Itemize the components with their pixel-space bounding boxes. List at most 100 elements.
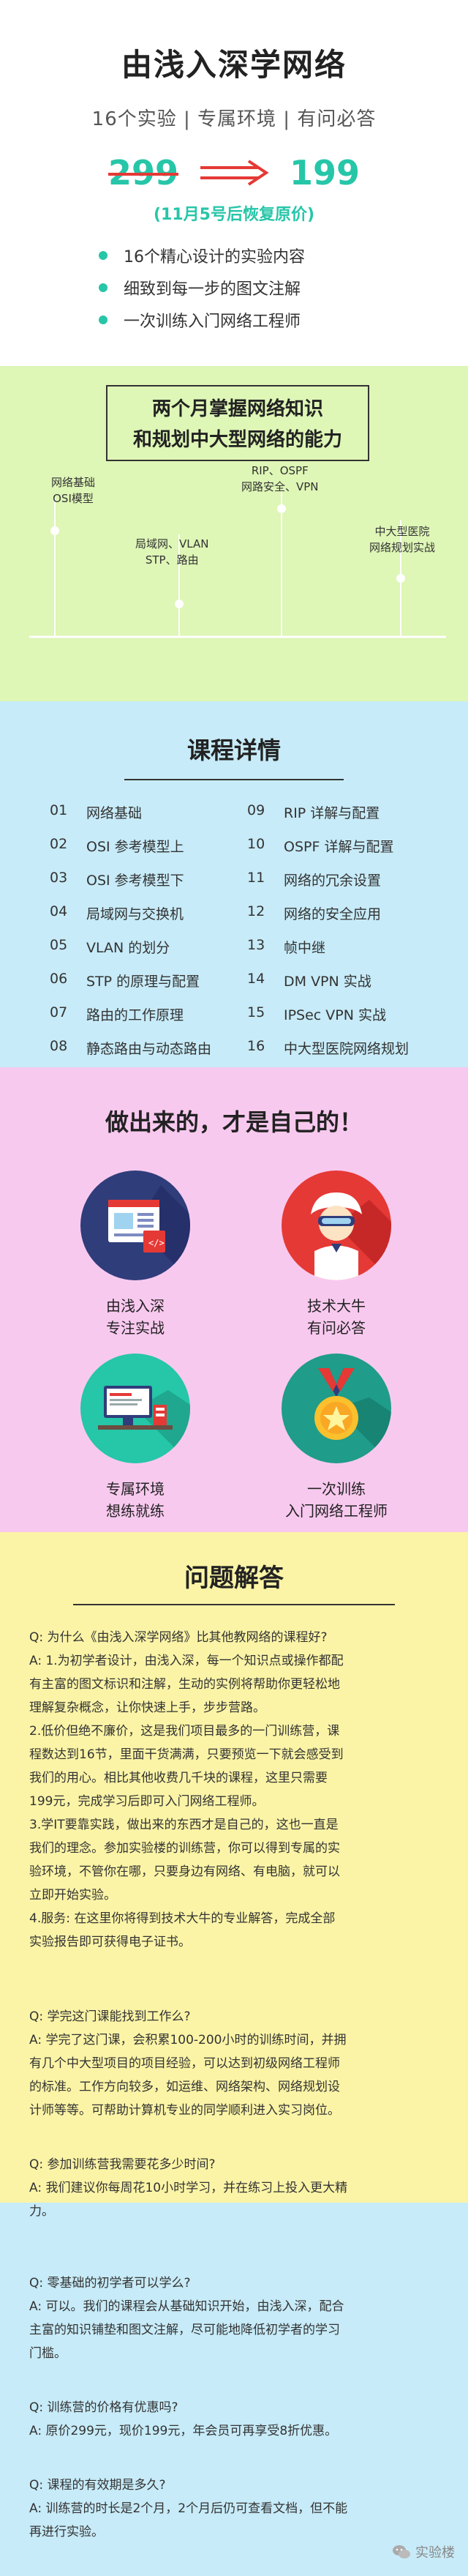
course-list: 01 网络基础 02 OSI 参考模型上 03 OSI 参考模型下 04 局域网与交换机 05 V… [0,794,468,1072]
course-title: 课程详情 [186,736,281,764]
feature-list: 16个精心设计的实验内容 细致到每一步的图文注解 一次训练入门网络工程师 [99,244,369,332]
faq-item: Q: 学完这门课能找到工作么? A: 学完了这门课，会积累100-200小时的训练… [29,2005,439,2122]
course-name: OSI 参考模型下 [86,873,184,889]
course-number: 12 [247,903,265,919]
divider [73,1604,395,1605]
faq-line: 实验报告即可获得电子证书。 [29,1935,191,1949]
course-number: 10 [247,836,265,852]
course-item: 14 DM VPN 实战 [247,971,371,990]
feature-item: 16个精心设计的实验内容 [99,244,369,267]
faq-item: Q: 训练营的价格有优惠吗? A: 原价299元，现价199元，年会员可再享受8折… [29,2396,439,2443]
faq-line: 2.低价但绝不廉价，这是我们项目最多的一门训练营，课 [29,1724,340,1739]
course-name: 路由的工作原理 [86,1007,184,1023]
faq-line: 4.服务: 在这里你将得到技术大牛的专业解答，完成全部 [29,1911,336,1926]
course-number: 02 [50,836,68,852]
diy-cell: 技术大牛 有问必答 [241,1171,431,1339]
milestone-label: 局域网、VLAN STP、路由 [135,537,209,567]
faq-line: 验环境，不管你在哪，只要身边有网络、有电脑，就可以 [29,1864,340,1879]
course-name: 网络的冗余设置 [284,873,382,889]
faq-item: Q: 参加训练营我需要花多少时间? A: 我们建议你每周花10小时学习，并在练习上… [29,2153,439,2223]
diy-cell: </> 由浅入深 专注实战 [40,1171,230,1339]
course-name: 静态路由与动态路由 [86,1041,212,1057]
course-name: 中大型医院网络规划 [284,1041,410,1057]
hero-section: 由浅入深学网络 16个实验 | 专属环境 | 有问必答 299 199 (11月… [0,0,468,366]
svg-text:</>: </> [148,1238,165,1248]
course-item: 13 帧中继 [247,937,325,957]
course-section: 课程详情 01 网络基础 02 OSI 参考模型上 03 OSI 参考模型下 04 局域网与交… [0,701,468,1067]
faq-line: A: 我们建议你每周花10小时学习，并在练习上投入更大精 [29,2181,348,2195]
faq-line: A: 学完了这门课，会积累100-200小时的训练时间，并拥 [29,2033,347,2047]
faq-line: 我们的理念。参加实验楼的训练营，你可以得到专属的实 [29,1841,340,1856]
diy-title: 做出来的，才是自己的！ [105,1108,363,1136]
course-number: 13 [247,937,265,953]
faq-line: 199元，完成学习后即可入门网络工程师。 [29,1794,265,1809]
course-number: 03 [50,870,68,886]
course-number: 08 [50,1038,68,1054]
course-name: IPSec VPN 实战 [284,1007,387,1023]
course-item: 01 网络基础 [50,802,142,822]
diy-grid: </> 由浅入深 专注实战 [0,1138,468,1520]
diy-section: 做出来的，才是自己的！ </> [0,1067,468,1532]
course-name: VLAN 的划分 [86,940,170,956]
bullet-icon [99,316,107,324]
double-arrow-icon [200,160,269,186]
faq-line: A: 训练营的时长是2个月，2个月后仍可查看文档，但不能 [29,2501,348,2516]
medal-icon [282,1354,391,1463]
faq-item: Q: 为什么《由浅入深学网络》比其他教网络的课程好? A: 1.为初学者设计，由浅… [29,1626,439,1954]
course-name: OSPF 详解与配置 [284,839,394,855]
faq-line: Q: 课程的有效期是多久? [29,2478,166,2493]
hero-subtitle: 16个实验 | 专属环境 | 有问必答 [91,108,377,130]
faq-line: Q: 训练营的价格有优惠吗? [29,2400,178,2415]
faq-content: 问题解答 Q: 为什么《由浅入深学网络》比其他教网络的课程好? A: 1.为初学者… [0,1532,468,2544]
faq-line: 理解复杂概念，让你快速上手，步步营路。 [29,1700,265,1715]
feature-item: 一次训练入门网络工程师 [99,308,369,332]
course-number: 14 [247,971,265,987]
faq-line: 程数达到16节，里面干货满满，只要预览一下就会感受到 [29,1747,344,1762]
course-item: 12 网络的安全应用 [247,903,381,923]
course-item: 15 IPSec VPN 实战 [247,1004,386,1024]
diy-cell: 专属环境 想练就练 [40,1354,230,1522]
faq-line: 门槛。 [29,2346,67,2361]
course-number: 06 [50,971,68,987]
course-item: 07 路由的工作原理 [50,1004,184,1024]
faq-line: 力。 [29,2204,54,2219]
faq-line: 有几个中大型项目的项目经验，可以达到初级网络工程师 [29,2056,340,2071]
course-item: 06 STP 的原理与配置 [50,971,200,990]
course-item: 10 OSPF 详解与配置 [247,836,393,856]
course-item: 11 网络的冗余设置 [247,870,381,889]
course-number: 07 [50,1004,68,1020]
course-name: 局域网与交换机 [86,906,184,922]
price-note: (11月5号后恢复原价) [153,206,315,224]
course-number: 11 [247,870,265,886]
feature-item: 细致到每一步的图文注解 [99,276,369,299]
course-name: RIP 详解与配置 [284,805,380,821]
course-number: 05 [50,937,68,953]
milestone-label: 中大型医院 网络规划实战 [369,525,436,554]
course-item: 02 OSI 参考模型上 [50,836,184,856]
bullet-icon [99,283,107,292]
faq-line: 主富的知识铺垫和图文注解，尽可能地降低初学者的学习 [29,2323,340,2337]
course-item: 16 中大型医院网络规划 [247,1038,409,1058]
course-name: DM VPN 实战 [284,974,371,990]
course-item: 05 VLAN 的划分 [50,937,170,957]
roadmap-section: 两个月掌握网络知识 和规划中大型网络的能力 网络基础 OSI模型 局域网、VLA… [0,366,468,701]
course-item: 09 RIP 详解与配置 [247,802,380,822]
course-number: 15 [247,1004,265,1020]
faq-title: 问题解答 [184,1564,284,1593]
roadmap-diagram [29,490,446,638]
course-name: 网络基础 [86,805,143,821]
course-number: 16 [247,1038,265,1054]
faq-line: 的标准。工作方向较多，如运维、网络架构、网络规划设 [29,2080,340,2094]
price-old: 299 [107,153,178,193]
milestone-label: RIP、OSPF 网路安全、VPN [241,464,319,493]
faq-line: 3.学IT要靠实践，做出来的东西才是自己的，这也一直是 [29,1818,339,1832]
course-number: 01 [50,802,68,818]
watermark: 实验楼 [392,2542,455,2561]
course-name: OSI 参考模型上 [86,839,184,855]
faq-line: 再进行实验。 [29,2525,104,2539]
course-number: 09 [247,802,265,818]
faq-section: 问题解答 Q: 为什么《由浅入深学网络》比其他教网络的课程好? A: 1.为初学者… [0,1532,468,2576]
faq-line: Q: 为什么《由浅入深学网络》比其他教网络的课程好? [29,1630,328,1645]
roadmap-headline-2: 和规划中大型网络的能力 [132,429,342,451]
